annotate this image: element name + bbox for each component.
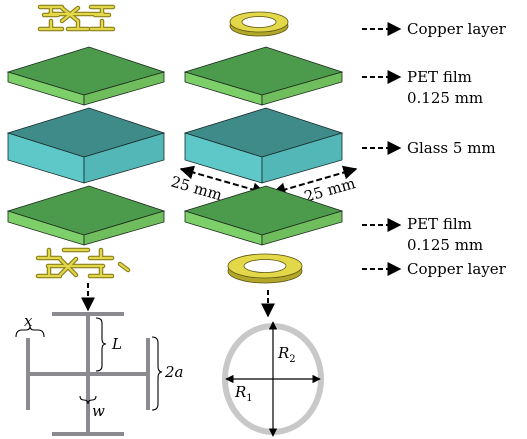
pet-film-top-right	[183, 46, 344, 106]
copper-cross-pattern-top-left	[37, 4, 116, 32]
label-pet-film-bottom-thickness: 0.125 mm	[407, 236, 483, 254]
copper-ring-top	[229, 11, 289, 37]
dim-arrow-left	[179, 165, 267, 197]
pet-film-bottom-left	[6, 185, 166, 246]
label-pet-film-bottom: PET film	[407, 215, 472, 233]
copper-cross-pattern-bottom-left	[35, 247, 131, 279]
label-copper-layer-bottom: Copper layer	[407, 260, 507, 278]
cross-x-symbol: x	[24, 312, 33, 330]
ring-unit-cell-detail	[222, 321, 324, 437]
label-pet-film-top: PET film	[407, 68, 472, 86]
cross-2a-symbol: 2a	[164, 363, 184, 381]
label-copper-layer-top: Copper layer	[407, 20, 507, 38]
glass-slab-right	[183, 107, 344, 184]
cross-unit-cell-detail	[26, 312, 150, 436]
ring-R1-symbol: R1	[234, 383, 253, 404]
cross-dimension-braces	[15, 317, 163, 411]
copper-ring-bottom	[227, 253, 303, 284]
label-pet-film-top-thickness: 0.125 mm	[407, 89, 483, 107]
label-arrows	[362, 22, 402, 276]
cross-w-symbol: w	[92, 402, 105, 420]
ring-R2-symbol: R2	[277, 344, 296, 365]
pet-film-bottom-right	[183, 185, 344, 246]
pet-film-top-left	[6, 46, 166, 106]
dim-arrow-right	[271, 165, 358, 197]
dim-label-left: 25 mm	[169, 173, 224, 205]
label-glass: Glass 5 mm	[407, 139, 496, 157]
cross-L-symbol: L	[111, 335, 122, 353]
glass-slab-left	[6, 107, 166, 184]
